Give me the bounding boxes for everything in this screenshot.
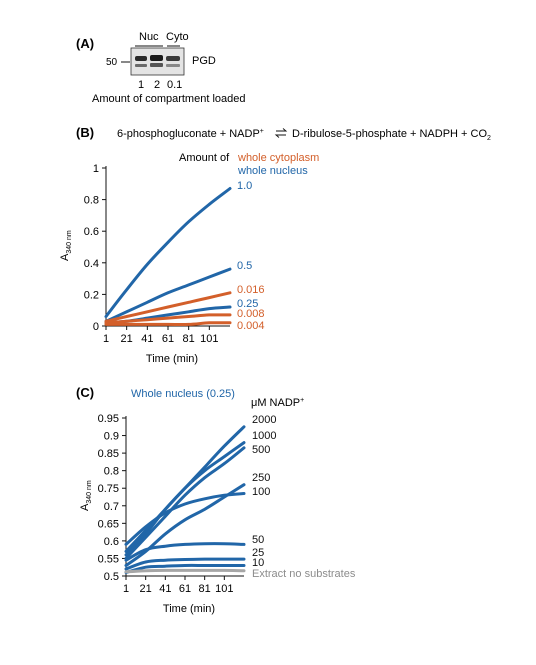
legend-nucleus: whole nucleus [237,165,308,177]
panel-a-label: (A) [76,36,94,51]
series-line [124,492,246,546]
series-line [124,563,246,574]
y-tick-label: 0.5 [104,571,119,583]
series-label: 10 [252,557,264,569]
legend-cytoplasm: whole cytoplasm [237,152,319,164]
x-tick-label: 101 [215,583,233,595]
y-tick-label: 0.55 [98,553,119,565]
x-axis-label: Time (min) [146,353,198,365]
y-tick-label: 0.65 [98,518,119,530]
y-axis-label-sub: 340 nm [86,480,93,504]
y-tick-label: 0.8 [84,195,99,207]
x-tick-label: 41 [141,333,153,345]
series-label: 0.016 [237,284,265,296]
y-axis-label: A340 nm [59,230,73,261]
y-axis-label-main: A [79,503,91,511]
x-tick-label: 21 [140,583,152,595]
y-tick-label: 0.4 [84,258,99,270]
series-line [124,557,246,571]
nadp-header-sup: + [300,397,304,404]
y-tick-label: 0.6 [104,536,119,548]
lane-value-2: 2 [154,79,160,91]
y-tick-label: 0.85 [98,448,119,460]
equation-plus-sup: + [260,128,264,135]
x-tick-label: 61 [162,333,174,345]
series-line [104,267,232,323]
y-tick-label: 0 [93,321,99,333]
column-label-cyto: Cyto [166,31,189,43]
series-label: 100 [252,486,270,498]
chart-c: 0.5 0.55 0.6 0.65 0.7 0.75 0.8 0.85 0.9 0.95 1 21 41… [79,413,356,615]
protein-label: PGD [192,55,216,67]
series-line [124,483,246,567]
series-label: 50 [252,534,264,546]
y-tick-label: 0.2 [84,289,99,301]
y-tick-label: 0.7 [104,501,119,513]
series-line [104,313,232,325]
series-line [124,446,246,560]
series-line [104,291,232,323]
series-label: 0.004 [237,320,265,332]
series-label: 0.008 [237,308,265,320]
y-tick-label: 0.8 [104,466,119,478]
y-axis-label-main: A [59,253,71,261]
x-tick-label: 41 [159,583,171,595]
series-label: 1000 [252,430,276,442]
series-label: 250 [252,472,270,484]
series-line [104,187,232,318]
series-line [104,321,232,327]
nadp-header-text: μM NADP [251,397,300,409]
y-tick-label: 0.75 [98,483,119,495]
x-tick-label: 1 [123,583,129,595]
svg-text:6-phosphogluconate + NADP+: 6-phosphogluconate + NADP+ [117,128,264,140]
lane-value-3: 0.1 [167,79,182,91]
x-axis-label: Time (min) [163,603,215,615]
x-tick-label: 21 [121,333,133,345]
y-axis-label: A340 nm [79,480,93,511]
x-tick-label: 61 [179,583,191,595]
y-tick-label: 0.6 [84,226,99,238]
panel-a-caption: Amount of compartment loaded [92,93,245,105]
x-tick-label: 101 [200,333,218,345]
x-tick-label: 1 [103,333,109,345]
x-tick-label: 81 [199,583,211,595]
series-label: 0.5 [237,260,252,272]
reaction-equation: 6-phosphogluconate + NADP+ D-ribulose-5-… [117,128,491,142]
y-tick-label: 0.9 [104,431,119,443]
panel-c-title: Whole nucleus (0.25) [131,388,235,400]
y-tick-label: 0.95 [98,413,119,425]
panel-c-label: (C) [76,385,94,400]
equation-left: 6-phosphogluconate + NADP [117,128,260,140]
series-line [124,542,246,562]
series-label: 25 [252,547,264,559]
y-tick-label: 1 [93,163,99,175]
lane-value-1: 1 [138,79,144,91]
western-blot [130,47,185,76]
nadp-header: μM NADP+ [251,397,304,409]
equation-right: D-ribulose-5-phosphate + NADPH + CO [292,128,487,140]
reversible-arrow-icon [274,128,288,138]
series-line [124,425,246,557]
series-label: Extract no substrates [252,568,356,580]
series-label: 2000 [252,414,276,426]
molecular-weight-marker: 50 [106,57,118,68]
x-tick-label: 81 [183,333,195,345]
series-line [124,568,246,574]
panel-b-label: (B) [76,125,94,140]
series-line [124,441,246,553]
y-axis-label-sub: 340 nm [66,230,73,254]
series-label: 0.25 [237,298,258,310]
series-label: 500 [252,444,270,456]
column-label-nuc: Nuc [139,31,159,43]
series-label: 1.0 [237,180,252,192]
legend-prefix: Amount of [179,152,230,164]
svg-text:D-ribulose-5-phosphate + NADPH: D-ribulose-5-phosphate + NADPH + CO2 [292,128,491,142]
equation-sub: 2 [487,135,491,142]
